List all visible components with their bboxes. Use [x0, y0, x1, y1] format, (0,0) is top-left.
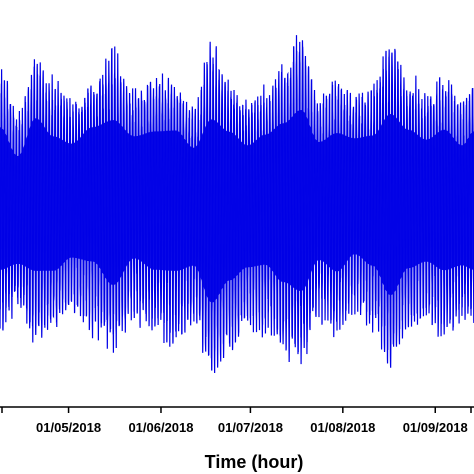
x-tick-label: 01/08/2018 [310, 420, 375, 435]
x-tick-label: 01/07/2018 [218, 420, 283, 435]
plot-area [0, 35, 474, 373]
series-dense-band [0, 110, 474, 303]
x-tick-labels: 01/05/2018 01/06/2018 01/07/2018 01/08/2018… [36, 420, 468, 435]
x-tick-label: 01/09/2018 [403, 420, 468, 435]
x-tick-label: 01/06/2018 [128, 420, 193, 435]
series-line [0, 35, 474, 373]
x-axis-title: Time (hour) [205, 452, 304, 472]
x-axis [0, 406, 474, 413]
x-tick-label: 01/05/2018 [36, 420, 101, 435]
